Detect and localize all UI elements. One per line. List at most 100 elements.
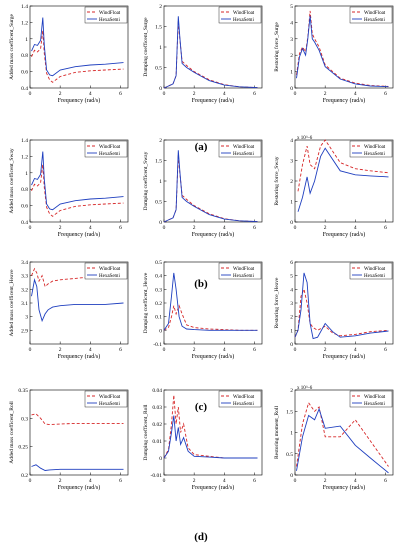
series-line-hexasemi (294, 272, 389, 340)
chart-panel-d1: 0 2 4 6 0.2 0.25 0.3 0.35 Frequency (rad/s) Added… (8, 388, 129, 491)
y-tick-label: 3.4 (21, 260, 28, 266)
x-tick-label: 0 (294, 225, 297, 231)
y-tick-label: 1.4 (21, 138, 28, 144)
y-tick-label: 0.1 (155, 315, 162, 321)
x-tick-label: 4 (354, 225, 357, 231)
x-tick-label: 2 (59, 478, 62, 484)
x-tick-label: 0 (294, 91, 297, 97)
y-tick-label: 1 (290, 70, 293, 76)
row-label-a: (a) (195, 141, 208, 153)
y-axis-label: Restoring force_Surge (273, 22, 280, 72)
x-tick-label: 6 (384, 347, 387, 353)
y-tick-label: 2 (290, 388, 293, 394)
x-tick-label: 4 (354, 478, 357, 484)
y-tick-label: 2 (290, 315, 293, 321)
series-line-hexasemi (296, 15, 389, 88)
y-tick-label: 1 (25, 37, 28, 43)
legend-entry: WindFloat (99, 267, 121, 272)
y-tick-label: 0.01 (152, 439, 162, 445)
y-axis-exponent: x 10^-6 (297, 386, 313, 391)
chart-panel-a3: 0 2 4 6 0 1 2 3 4 5 Frequency (rad/s) Restoring for… (273, 4, 394, 104)
y-tick-label: 0.3 (155, 287, 162, 293)
series-line-hexasemi (163, 272, 258, 331)
y-tick-label: 0.5 (155, 260, 162, 266)
y-tick-label: 1 (290, 200, 293, 206)
y-tick-label: 3 (25, 315, 28, 321)
x-tick-label: 0 (29, 347, 32, 353)
y-axis-label: Added mass coefficent_Roll (8, 401, 15, 464)
x-tick-label: 2 (193, 478, 196, 484)
chart-panel-a1: 0 2 4 6 0.4 0.6 0.8 1 1.2 1.4 Frequency (rad/s) Add… (8, 4, 129, 104)
series-line-windfloat (297, 139, 389, 192)
y-tick-label: 4 (290, 138, 293, 144)
y-tick-label: 1.4 (21, 4, 28, 10)
y-tick-label: 3.3 (21, 274, 28, 280)
x-axis-label: Frequency (rad/s) (323, 353, 365, 360)
y-tick-label: 1.5 (155, 159, 162, 165)
legend-entry: WindFloat (364, 11, 386, 16)
y-axis-label: Damping coefficent_Roll (142, 404, 149, 460)
y-axis-label: Restoring force_Sway (273, 156, 280, 205)
series-line-windfloat (294, 287, 389, 338)
y-tick-label: 0 (159, 328, 162, 334)
y-tick-label: 2 (290, 53, 293, 59)
legend-entry: WindFloat (364, 395, 386, 400)
legend-entry: WindFloat (233, 267, 255, 272)
x-tick-label: 0 (163, 478, 166, 484)
y-tick-label: 0.04 (152, 388, 162, 394)
y-tick-label: 5 (290, 4, 293, 10)
x-tick-label: 4 (223, 478, 226, 484)
y-tick-label: 0.4 (21, 86, 28, 92)
chart-panel-c1: 0 2 4 6 2.9 3 3.1 3.2 3.3 3.4 Frequency (rad/s) Add… (8, 260, 129, 360)
series-line-windfloat (31, 413, 124, 426)
x-tick-label: 2 (59, 225, 62, 231)
y-tick-label: 1.5 (286, 409, 293, 415)
y-tick-label: 0 (290, 473, 293, 479)
x-tick-label: 6 (253, 225, 256, 231)
y-axis-label: Damping coefficent_Sway (142, 151, 149, 210)
x-tick-label: 2 (59, 91, 62, 97)
legend-entry: WindFloat (99, 11, 121, 16)
series-line-windfloat (296, 401, 389, 467)
y-tick-label: 0.2 (21, 473, 28, 479)
legend-entry: HexaSemi (233, 152, 254, 157)
y-tick-label: 0 (159, 86, 162, 92)
legend-entry: HexaSemi (364, 274, 385, 279)
series-line-windfloat (296, 10, 389, 87)
x-tick-label: 4 (89, 91, 92, 97)
y-tick-label: 1.5 (155, 25, 162, 31)
y-tick-label: -0.1 (153, 342, 162, 348)
x-tick-label: 6 (119, 91, 122, 97)
y-tick-label: 0.02 (152, 422, 162, 428)
x-tick-label: 6 (253, 347, 256, 353)
x-axis-label: Frequency (rad/s) (192, 484, 234, 491)
legend-entry: HexaSemi (364, 152, 385, 157)
x-tick-label: 0 (163, 347, 166, 353)
series-line-hexasemi (31, 464, 124, 471)
x-axis-label: Frequency (rad/s) (58, 484, 100, 491)
x-tick-label: 2 (324, 478, 327, 484)
x-tick-label: 0 (163, 91, 166, 97)
y-tick-label: 6 (290, 260, 293, 266)
y-axis-label: Damping coefficent_Surge (142, 17, 149, 77)
series-line-hexasemi (163, 415, 258, 459)
y-axis-exponent: x 10^-6 (297, 136, 313, 141)
y-tick-label: 1 (290, 431, 293, 437)
legend-entry: WindFloat (99, 395, 121, 400)
legend-entry: HexaSemi (99, 402, 120, 407)
x-tick-label: 4 (89, 347, 92, 353)
y-tick-label: 1.2 (21, 154, 28, 160)
y-tick-label: 3 (290, 301, 293, 307)
y-tick-label: 1 (25, 171, 28, 177)
y-tick-label: -0.01 (151, 473, 163, 479)
x-tick-label: 4 (354, 91, 357, 97)
y-tick-label: 2 (290, 179, 293, 185)
legend-entry: HexaSemi (364, 402, 385, 407)
y-tick-label: 5 (290, 274, 293, 280)
series-line-hexasemi (297, 147, 389, 212)
x-axis-label: Frequency (rad/s) (192, 231, 234, 238)
legend-entry: WindFloat (364, 267, 386, 272)
